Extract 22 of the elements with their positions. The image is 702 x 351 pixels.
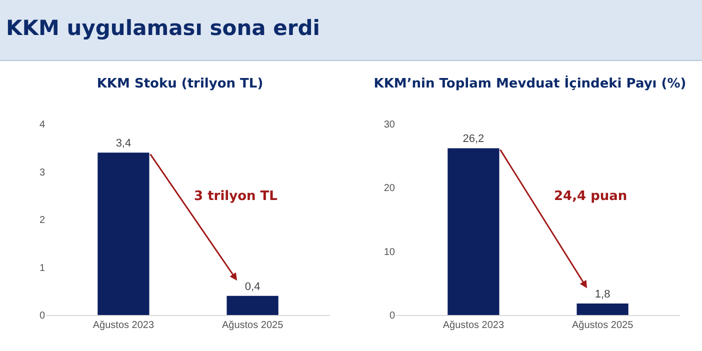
chart-title: KKM’nin Toplam Mevduat İçindeki Payı (%): [374, 74, 686, 92]
y-tick-label: 10: [384, 246, 396, 258]
data-label: 26,2: [462, 133, 484, 146]
y-tick-label: 4: [39, 120, 46, 130]
chart-subtitle: KKM Stoku (trilyon TL): [96, 76, 264, 92]
annotation: 3 trilyon TL: [194, 189, 278, 204]
x-tick-label: Ağustos 2025: [572, 320, 634, 331]
y-tick-label: 0: [39, 310, 46, 322]
y-tick-label: 20: [384, 183, 396, 194]
x-tick-label: Ağustos 2025: [222, 320, 284, 331]
y-tick-label: 30: [384, 120, 396, 130]
x-tick-label: Ağustos 2023: [92, 320, 154, 331]
chart-title: KKM uygulaması sona erdi: [6, 16, 320, 40]
data-label: 3,4: [116, 138, 132, 150]
y-tick-label: 1: [39, 262, 46, 274]
data-label: 0,4: [244, 280, 260, 293]
data-label: 1,8: [594, 288, 610, 301]
y-tick-label: 2: [39, 215, 46, 226]
x-tick-label: Ağustos 2023: [442, 320, 504, 331]
y-tick-label: 3: [39, 167, 46, 178]
annotation: 24,4 puan: [554, 189, 628, 204]
y-tick-label: 0: [389, 310, 396, 322]
